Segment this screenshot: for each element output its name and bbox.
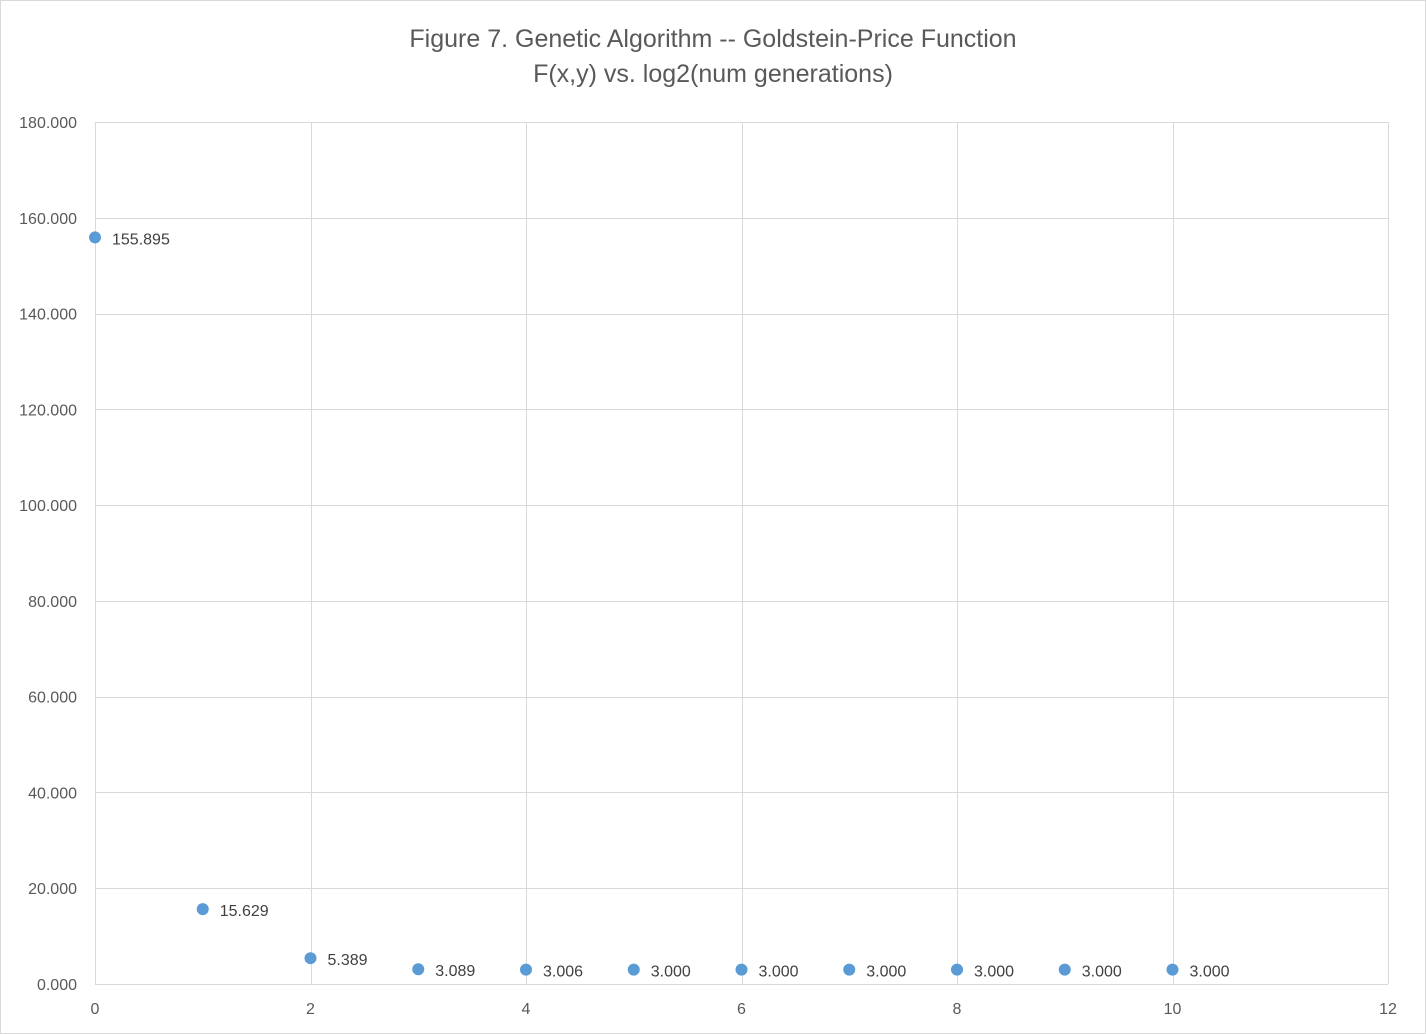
data-label: 3.000 [974, 964, 1014, 981]
x-tick-label: 2 [306, 1001, 315, 1018]
chart-subtitle-line: F(x,y) vs. log2(num generations) [533, 60, 893, 88]
data-point [520, 963, 532, 976]
x-tick-label: 6 [737, 1001, 746, 1018]
data-label: 3.000 [759, 964, 799, 981]
x-tick-label: 8 [953, 1001, 962, 1018]
data-point [196, 903, 209, 916]
chart-title-line: Figure 7. Genetic Algorithm -- Goldstein… [409, 25, 1017, 53]
data-point [627, 963, 640, 976]
data-label: 3.089 [435, 963, 475, 980]
x-tick-label: 0 [91, 1001, 100, 1018]
data-point [735, 963, 748, 976]
y-tick-label: 60.000 [28, 690, 77, 707]
x-tick-label: 12 [1379, 1001, 1397, 1018]
x-tick-label: 4 [522, 1001, 531, 1018]
data-point [951, 963, 963, 976]
chart-title: Figure 7. Genetic Algorithm -- Goldstein… [0, 22, 1426, 92]
data-label: 3.000 [866, 964, 906, 981]
y-tick-label: 180.000 [19, 115, 77, 132]
data-label: 5.389 [328, 952, 368, 969]
data-label: 3.000 [1082, 964, 1122, 981]
data-label: 3.006 [543, 964, 583, 981]
y-tick-label: 100.000 [19, 498, 77, 515]
data-point [1166, 963, 1179, 976]
y-tick-label: 80.000 [28, 594, 77, 611]
data-point [843, 963, 856, 976]
y-tick-label: 40.000 [28, 785, 77, 802]
data-label: 3.000 [651, 964, 691, 981]
y-tick-label: 20.000 [28, 881, 77, 898]
data-label: 155.895 [112, 231, 170, 248]
data-point [304, 952, 317, 965]
y-tick-label: 140.000 [19, 307, 77, 324]
data-point [89, 231, 101, 244]
data-label: 15.629 [220, 903, 269, 920]
data-point [1058, 963, 1071, 976]
data-label: 3.000 [1190, 964, 1230, 981]
y-tick-label: 160.000 [19, 211, 77, 228]
y-tick-label: 120.000 [19, 402, 77, 419]
y-tick-label: 0.000 [37, 977, 77, 994]
data-point [412, 963, 425, 976]
x-tick-label: 10 [1164, 1001, 1182, 1018]
